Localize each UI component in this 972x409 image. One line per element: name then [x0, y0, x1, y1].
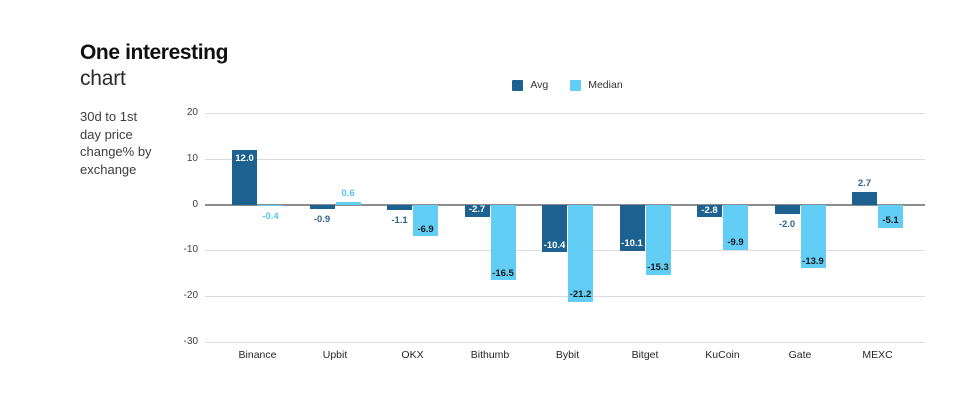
avg-value-label-mexc: 2.7: [857, 178, 872, 190]
subtitle-line: change% by: [80, 144, 152, 159]
legend-label: Median: [588, 79, 623, 91]
category-label-bitget: Bitget: [631, 349, 659, 361]
median-value-label-mexc: -5.1: [882, 215, 899, 227]
chart-header: One interesting chart: [80, 40, 228, 92]
avg-bar-okx: [387, 204, 412, 210]
avg-value-label-upbit: -0.9: [313, 213, 331, 225]
gridline: [205, 158, 925, 160]
median-bar-okx: [413, 204, 438, 237]
y-tick-label: 10: [186, 152, 198, 164]
avg-swatch-icon: [512, 79, 524, 91]
subtitle-line: 30d to 1st: [80, 109, 138, 124]
median-value-label-kucoin: -9.9: [727, 237, 744, 249]
avg-bar-mexc: [852, 192, 877, 205]
category-label-gate: Gate: [788, 349, 812, 361]
gridline: [205, 342, 925, 343]
median-bar-kucoin: [723, 204, 748, 250]
subtitle-line: exchange: [80, 161, 137, 177]
median-bar-gate: [800, 204, 826, 269]
gridline: [205, 113, 925, 114]
median-value-label-gate: -13.9: [802, 255, 824, 267]
median-value-label-binance: -0.4: [262, 211, 279, 223]
avg-bar-bitget: [619, 204, 645, 251]
category-label-binance: Binance: [238, 349, 277, 361]
y-tick-label: 20: [186, 107, 198, 118]
bar-chart-plot: 20 10 0 -10 -20 -30 12.0 -0.4 Binance -0.9 0.6 Upbi…: [184, 104, 930, 366]
y-tick-label: -30: [183, 336, 198, 347]
chart-legend: Avg Median: [205, 79, 930, 91]
chart-subtitle: 30d to 1st day price change% by exchange: [80, 108, 152, 178]
y-tick-label: -10: [183, 244, 198, 256]
category-label-bybit: Bybit: [555, 349, 580, 361]
median-bar-bithumb: [490, 204, 516, 281]
gridline: [205, 296, 925, 298]
avg-value-label-bitget: -10.1: [621, 238, 643, 250]
legend-label: Avg: [530, 79, 549, 91]
median-value-label-upbit: 0.6: [341, 187, 355, 199]
avg-bar-binance: [232, 149, 257, 205]
median-bar-bybit: [568, 204, 593, 302]
y-tick-label: -20: [183, 290, 198, 302]
median-value-label-okx: -6.9: [417, 223, 434, 235]
category-label-okx: OKX: [401, 349, 424, 361]
legend-item-median: Median: [570, 79, 623, 91]
avg-value-label-bithumb: -2.7: [468, 204, 486, 216]
category-label-kucoin: KuCoin: [705, 349, 740, 361]
avg-bar-bithumb: [464, 204, 490, 217]
median-value-label-bybit: -21.2: [569, 289, 592, 301]
y-tick-label: 0: [192, 198, 198, 210]
avg-value-label-bybit: -10.4: [543, 239, 566, 251]
median-value-label-bithumb: -16.5: [492, 267, 514, 279]
avg-bar-kucoin: [697, 204, 722, 218]
avg-value-label-gate: -2.0: [778, 218, 796, 230]
legend-item-avg: Avg: [512, 79, 548, 91]
median-bar-binance: [258, 204, 283, 207]
category-label-mexc: MEXC: [862, 349, 893, 361]
category-label-bithumb: Bithumb: [470, 349, 510, 361]
median-bar-mexc: [878, 204, 903, 228]
median-bar-upbit: [335, 201, 361, 205]
page-title: One interesting: [80, 41, 229, 64]
avg-bar-bybit: [542, 204, 567, 253]
avg-value-label-kucoin: -2.8: [701, 204, 718, 216]
subtitle-line: day price: [80, 126, 133, 142]
avg-bar-gate: [774, 204, 800, 214]
category-label-upbit: Upbit: [322, 349, 348, 361]
median-value-label-bitget: -15.3: [647, 262, 669, 274]
page-title-line2: chart: [80, 67, 126, 90]
avg-value-label-okx: -1.1: [391, 214, 408, 226]
median-swatch-icon: [570, 79, 582, 91]
avg-bar-upbit: [309, 204, 335, 209]
median-bar-bitget: [645, 204, 671, 275]
avg-value-label-binance: 12.0: [235, 152, 254, 164]
